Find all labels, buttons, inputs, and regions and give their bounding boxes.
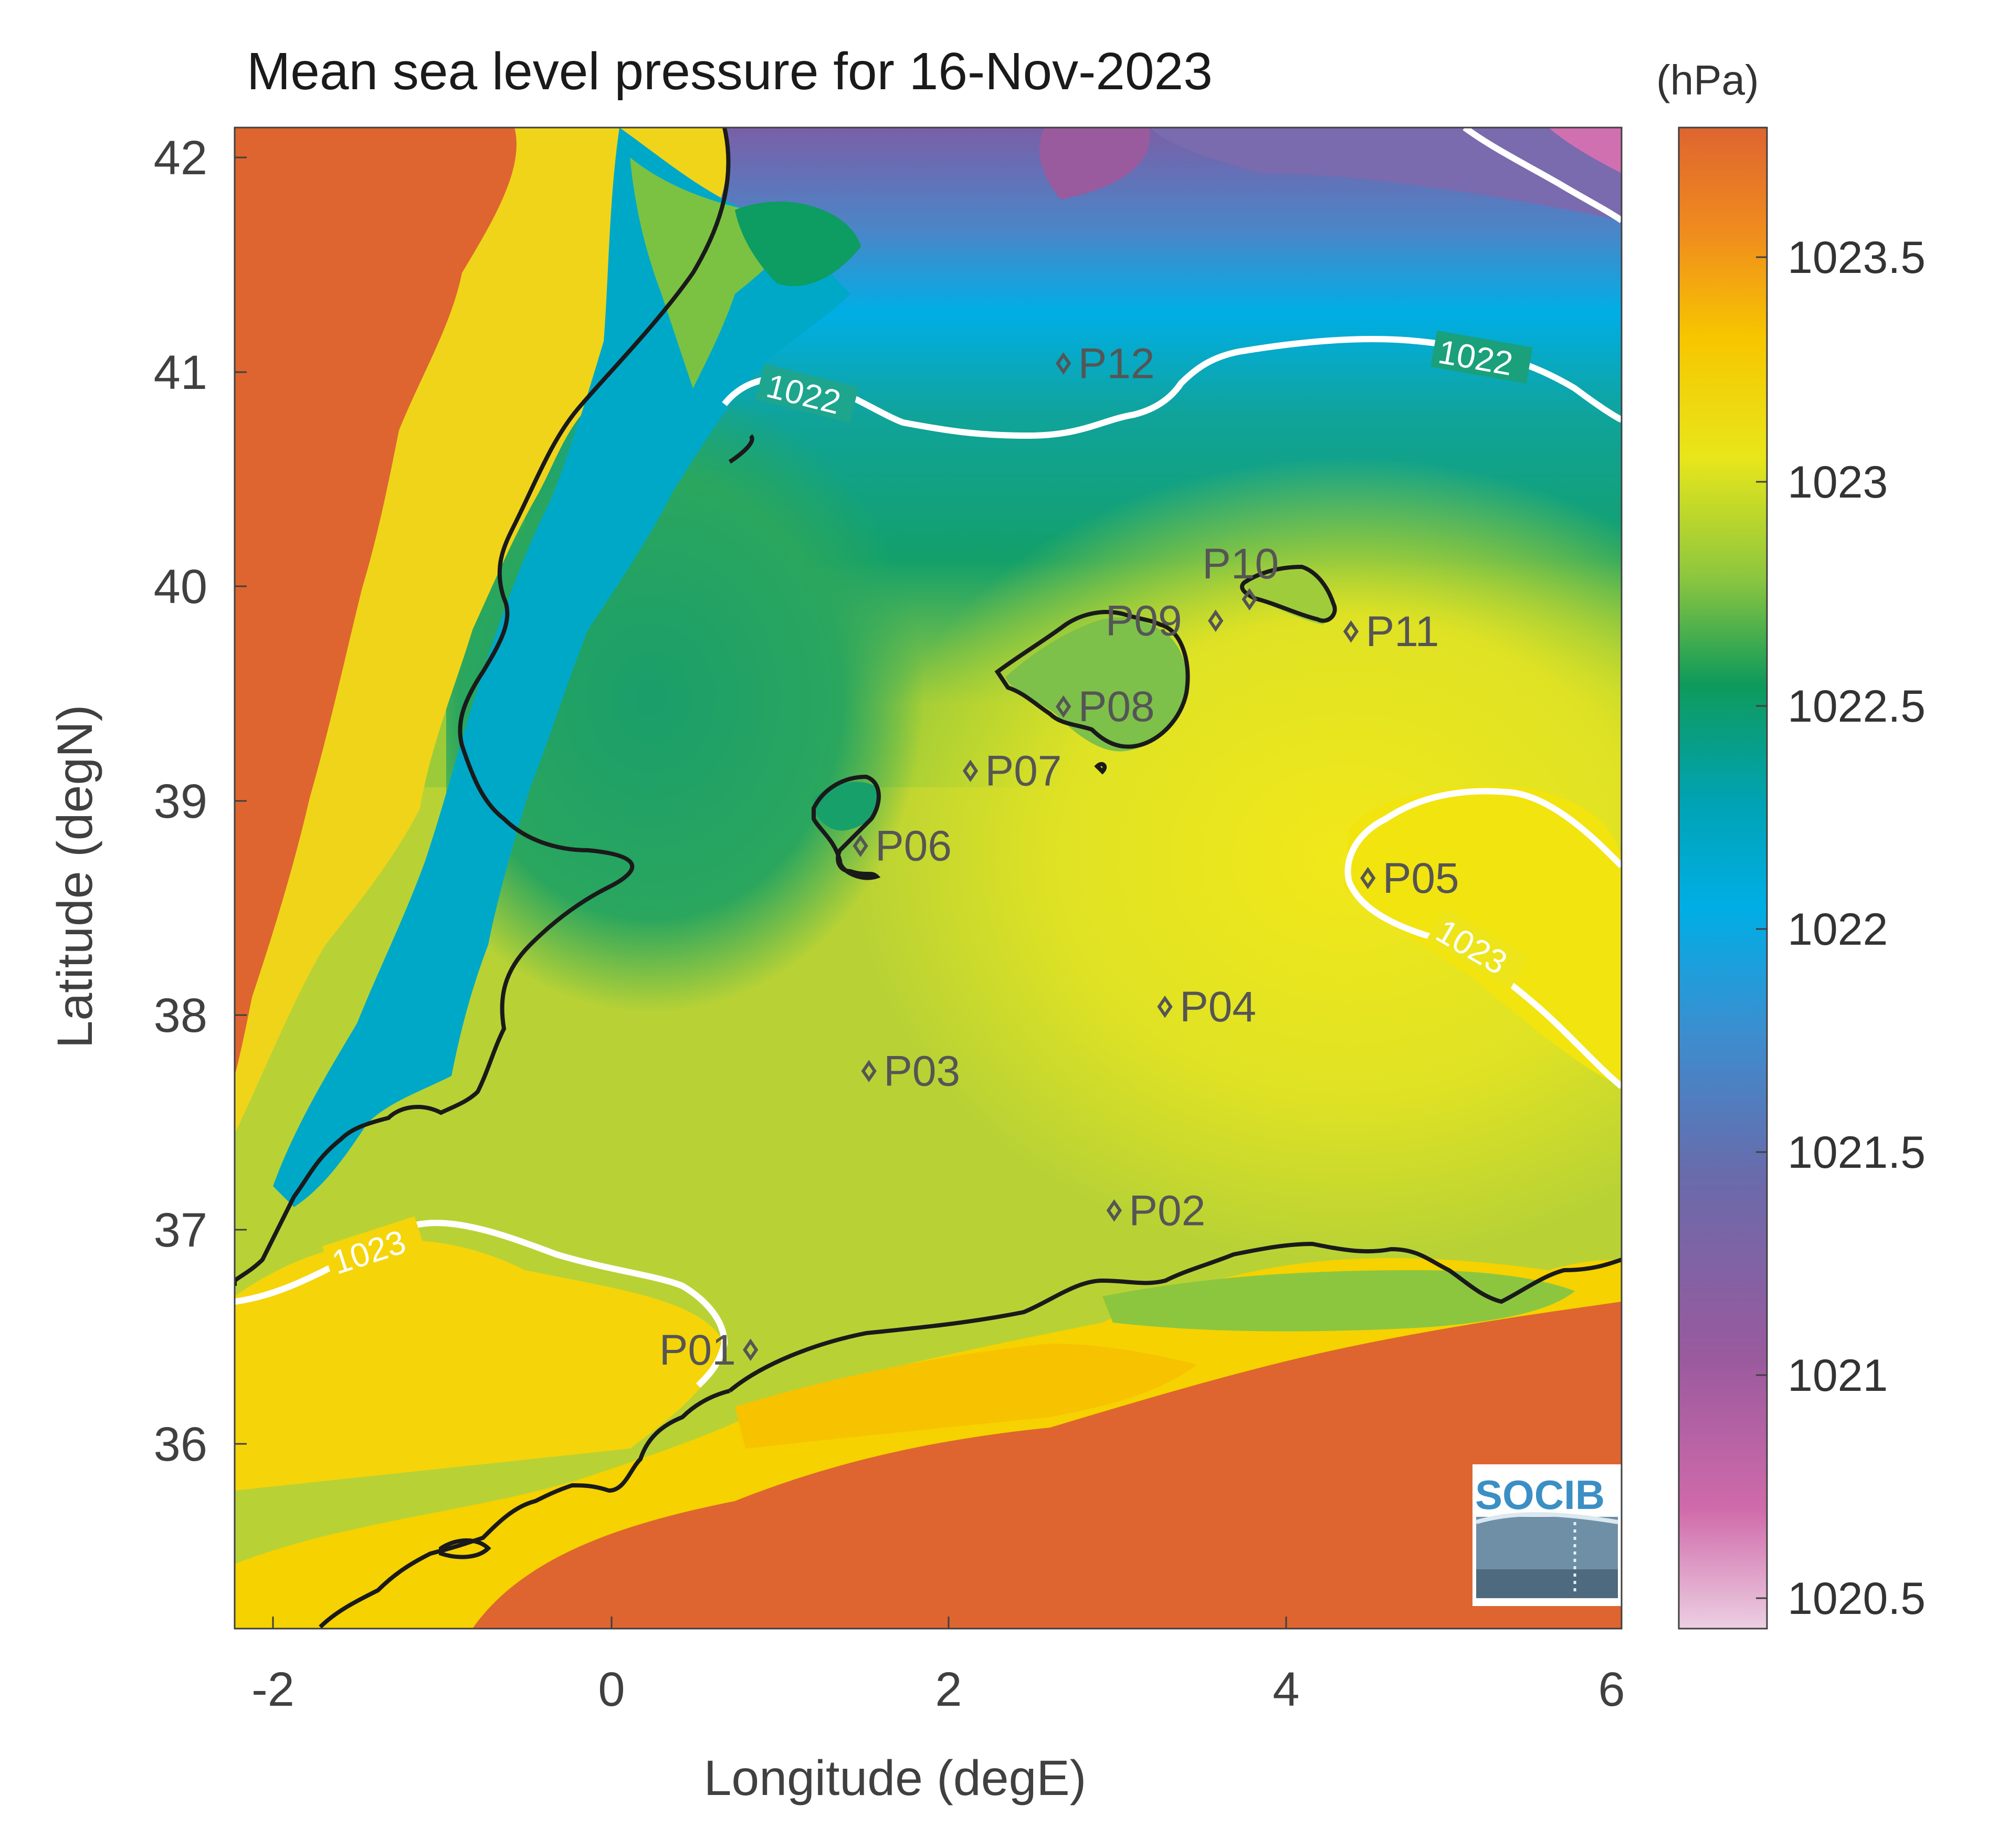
- point-label-p03: P03: [883, 1048, 960, 1095]
- cb-tick-1022-5: 1022.5: [1787, 681, 1926, 732]
- cb-tick-1021: 1021: [1787, 1350, 1888, 1401]
- point-marker-p03: [861, 1060, 877, 1083]
- point-label-p06: P06: [875, 822, 952, 870]
- cb-tick-1023: 1023: [1787, 457, 1888, 508]
- point-markers: P01 P02 P03 P04 P05 P06 P07 P08 P09 P10 P11 P12: [659, 340, 1459, 1374]
- map-title: Mean sea level pressure for 16-Nov-2023: [247, 42, 1213, 101]
- point-marker-p06: [853, 835, 868, 858]
- map-area: 1022 1022 1023 1023 P01P02P03P04P05P06P0…: [235, 128, 1622, 1629]
- point-label-p05: P05: [1383, 854, 1459, 902]
- isobar-1021: [1463, 128, 1622, 223]
- land-iberia-high: [235, 128, 517, 1076]
- island-ibiza-fill: [814, 782, 878, 831]
- island-menorca-fill: [1244, 569, 1333, 625]
- point-label-p11: P11: [1365, 608, 1439, 656]
- isobar-label-bg-2: [1431, 330, 1533, 384]
- x-tick-4: 4: [1272, 1663, 1299, 1716]
- x-tick-6: 6: [1598, 1663, 1625, 1716]
- x-tick-2: 2: [935, 1663, 962, 1716]
- logo-wave-icon: [1475, 1512, 1618, 1524]
- point-label-p12: P12: [1078, 340, 1155, 387]
- point-label-p04: P04: [1180, 983, 1256, 1031]
- point-marker-p08: [1056, 695, 1071, 718]
- land-africa-high: [472, 1302, 1622, 1629]
- logo-text: SOCIB: [1475, 1472, 1605, 1518]
- cb-tick-1021-5: 1021.5: [1787, 1127, 1926, 1178]
- point-marker-p04: [1157, 995, 1173, 1018]
- map-frame: [234, 126, 1623, 1630]
- coastline-africa-west: [319, 1389, 730, 1629]
- land-africa-mid: [735, 1344, 1197, 1449]
- socib-logo: SOCIB: [1475, 1472, 1618, 1598]
- y-tick-41: 41: [154, 346, 207, 399]
- sea-low-north: [1039, 128, 1150, 199]
- point-label-p09: P09: [1106, 597, 1182, 645]
- coastline-iberia: [235, 128, 731, 1283]
- colorbar-gradient: [1678, 126, 1768, 1630]
- point-label-p02: P02: [1129, 1187, 1205, 1234]
- sea-lowest-corner: [1549, 128, 1622, 173]
- y-tick-39: 39: [154, 775, 207, 828]
- y-tick-36: 36: [154, 1418, 207, 1471]
- y-tick-42: 42: [154, 131, 207, 185]
- colorbar: 1023.5 1023 1022.5 1022 1021.5 1021 1020…: [1678, 126, 1926, 1630]
- point-marker-p12: [1056, 352, 1071, 375]
- point-marker-p01: [743, 1338, 759, 1361]
- land-africa-green: [1102, 1270, 1575, 1332]
- y-axis: 42 41 40 39 38 37 36 Latitude (degN): [47, 131, 247, 1471]
- y-tick-38: 38: [154, 989, 207, 1042]
- point-label-p08: P08: [1078, 683, 1155, 731]
- y-tick-40: 40: [154, 560, 207, 614]
- coastline-bay: [439, 1538, 491, 1559]
- point-marker-p09: [1208, 609, 1224, 632]
- units-label: (hPa): [1656, 57, 1759, 103]
- coastline-mallorca: [994, 610, 1190, 749]
- isobar-label-bg-3: [322, 1216, 426, 1282]
- point-label-p01: P01: [659, 1326, 736, 1374]
- sea-high-southwest: [235, 1240, 724, 1491]
- isobar-label-bg-1: [755, 364, 859, 423]
- cb-tick-1023-5: 1023.5: [1787, 233, 1926, 283]
- point-marker-p07: [962, 759, 979, 783]
- point-label-p10: P10: [1202, 540, 1279, 588]
- point-label-p07: P07: [985, 747, 1062, 795]
- x-tick-0: 0: [598, 1663, 625, 1716]
- point-marker-p02: [1106, 1199, 1122, 1222]
- x-axis: -2 0 2 4 6 Longitude (degE): [251, 1617, 1625, 1806]
- land-coast-low: [273, 128, 850, 1207]
- coastline-cabrera: [1094, 762, 1107, 775]
- land-inland-green-dark: [735, 202, 861, 287]
- coastline-ibiza: [812, 774, 881, 880]
- cb-tick-1022: 1022: [1787, 904, 1888, 955]
- x-tick-neg2: -2: [251, 1663, 294, 1716]
- coastline: [235, 128, 1622, 1629]
- isobar-1023-east: [1344, 788, 1622, 1089]
- coastline-africa: [728, 1241, 1622, 1393]
- y-axis-label: Latitude (degN): [47, 705, 103, 1049]
- point-marker-p05: [1360, 867, 1376, 890]
- cb-tick-1020-5: 1020.5: [1787, 1574, 1926, 1624]
- coastline-ebro-delta: [728, 434, 754, 464]
- x-axis-label: Longitude (degE): [704, 1750, 1087, 1806]
- isobar-label-bg-4: [1426, 908, 1529, 989]
- island-mallorca-fill: [1005, 617, 1188, 752]
- point-marker-p11: [1343, 620, 1359, 643]
- logo-water-dark: [1476, 1569, 1618, 1598]
- y-tick-37: 37: [154, 1203, 207, 1257]
- point-marker-p10: [1242, 588, 1257, 611]
